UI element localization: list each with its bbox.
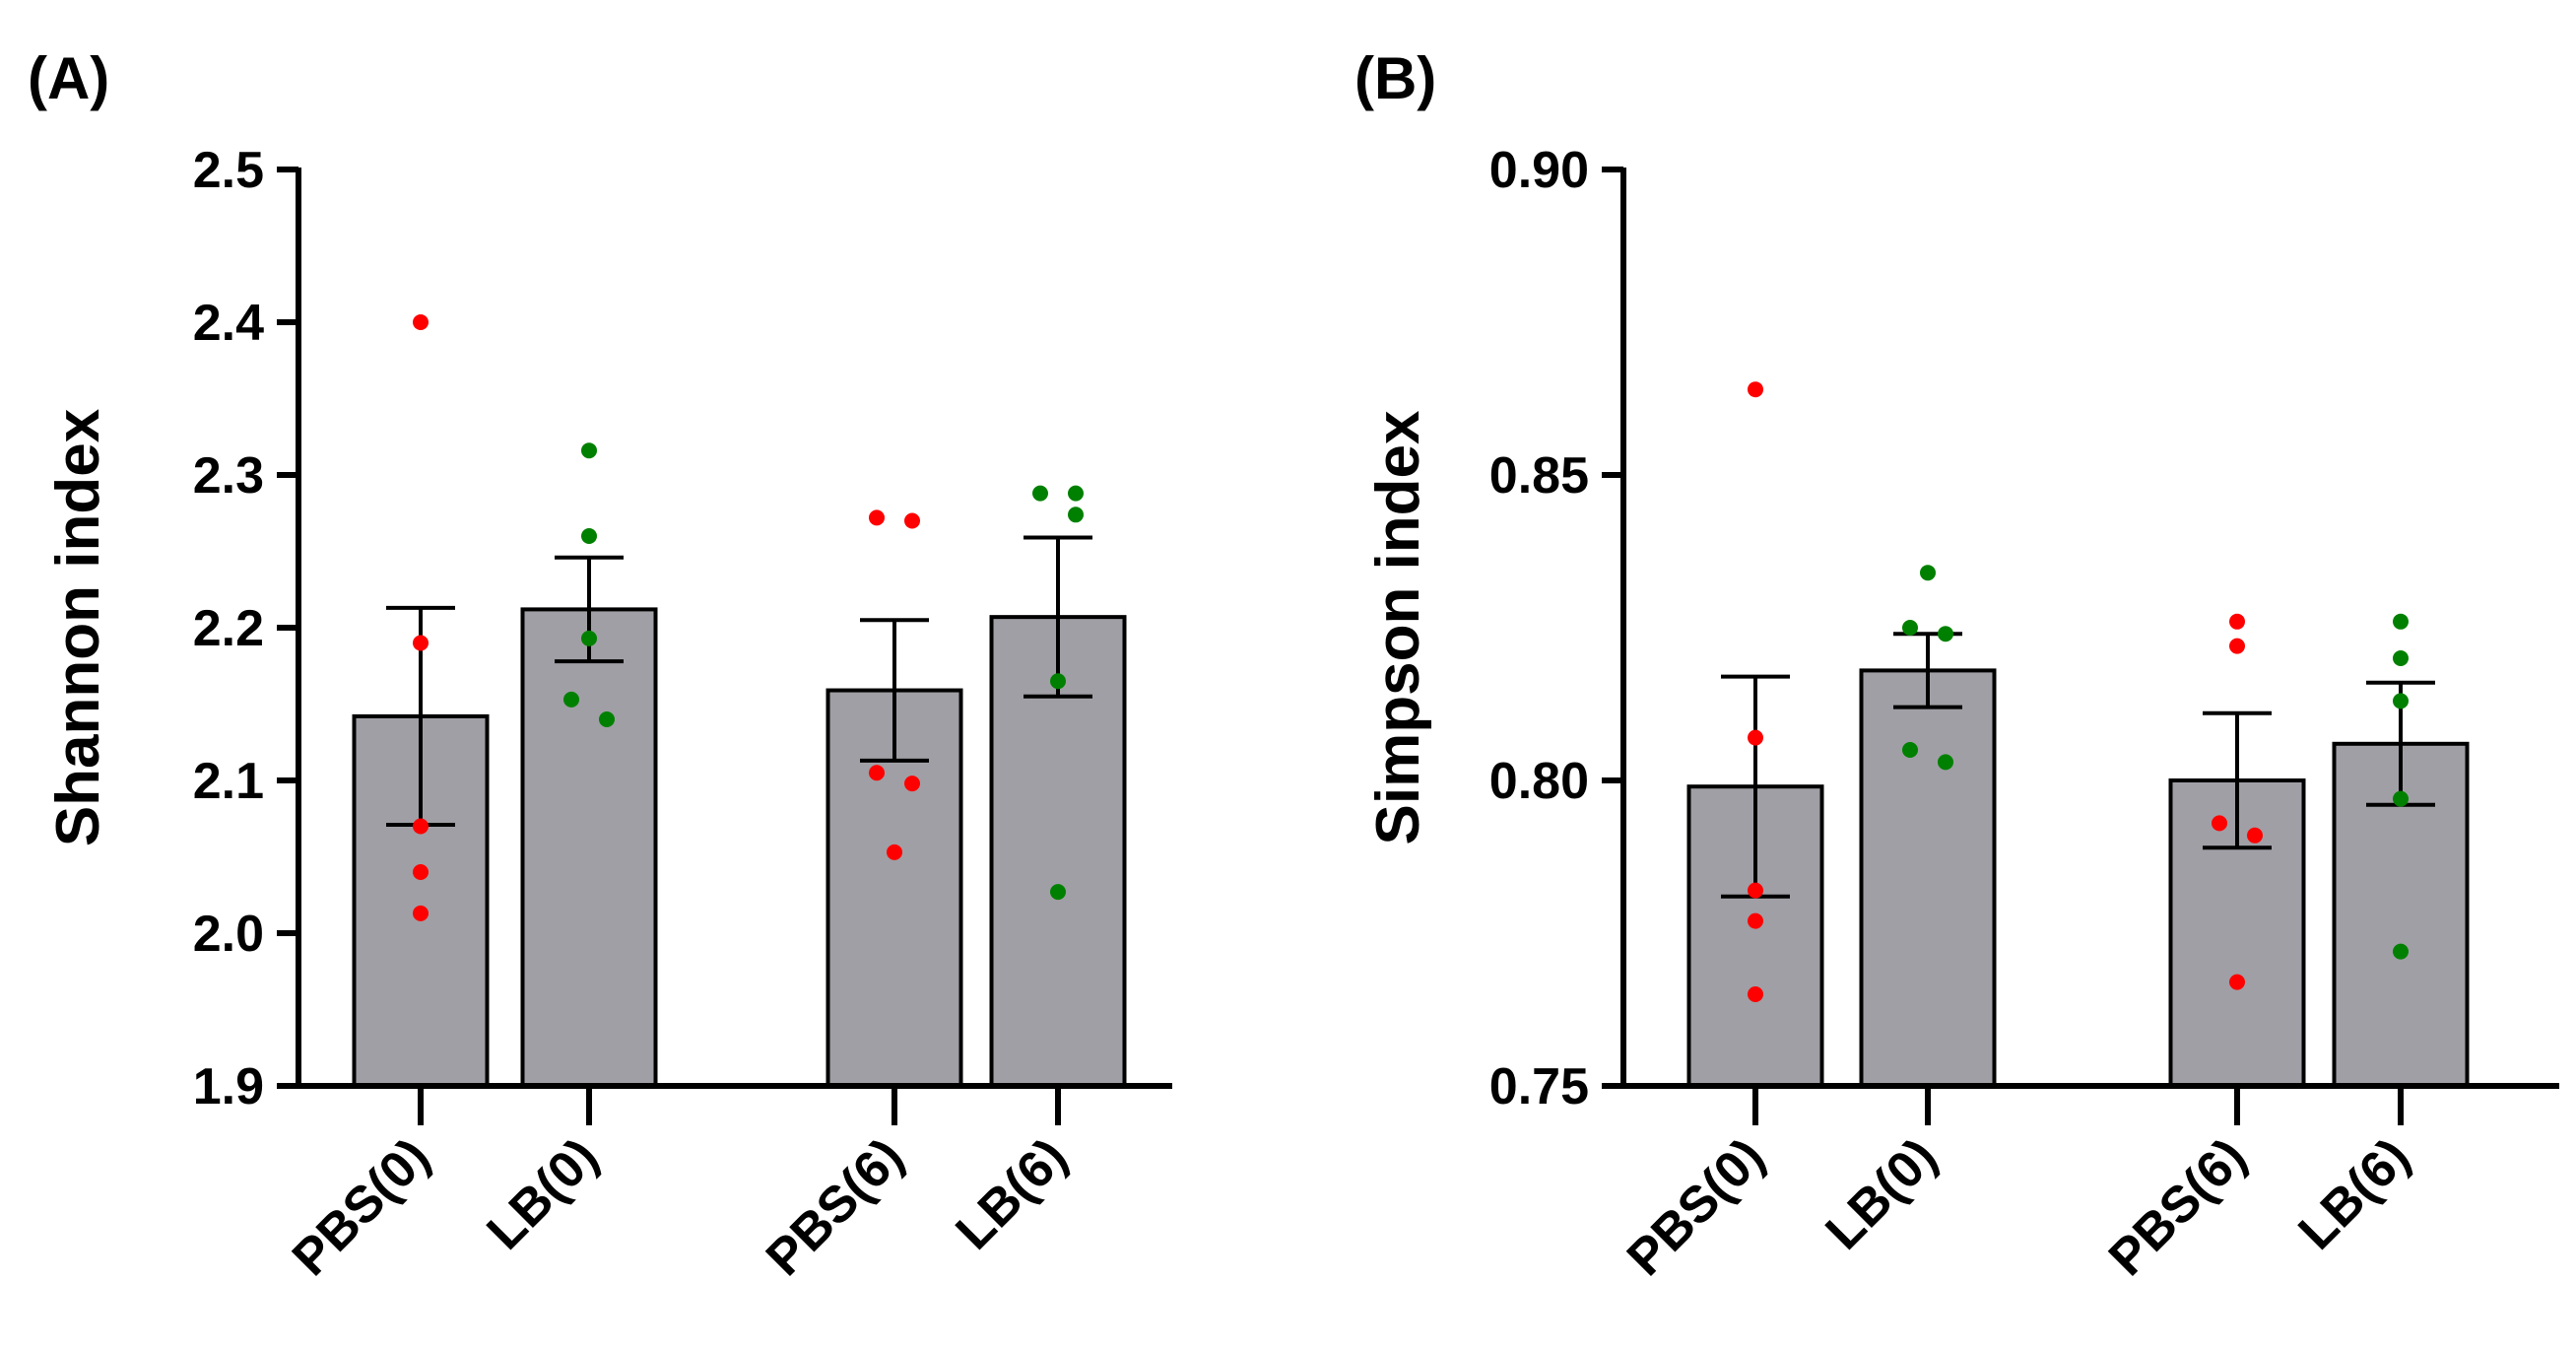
data-point: [904, 512, 920, 529]
data-point: [1068, 485, 1084, 502]
data-point: [1938, 626, 1953, 642]
chart-panel-a: (A) Shannon index 1.9 2.0 2.1 2.2 2.3 2.4 2.5 PBS…: [28, 45, 1172, 1287]
panel-label: (A): [28, 45, 109, 111]
data-point: [1050, 884, 1066, 901]
y-tick-label: 1.9: [193, 1058, 264, 1115]
data-point: [2393, 693, 2409, 709]
data-point: [1068, 506, 1084, 523]
data-point: [2212, 815, 2227, 832]
y-tick-label: 0.75: [1489, 1058, 1589, 1115]
data-point: [869, 509, 885, 526]
data-point: [599, 711, 615, 727]
y-tick-label: 2.2: [193, 600, 264, 657]
data-point: [2393, 943, 2409, 960]
data-point: [1920, 565, 1936, 581]
y-tick-label: 2.3: [193, 447, 264, 505]
x-tick-label: LB(0): [1816, 1127, 1949, 1260]
chart-panel-b: (B) Simpson index 0.75 0.80 0.85 0.90 PBS(0) LB…: [1354, 45, 2559, 1287]
data-point: [2393, 613, 2409, 630]
x-tick-label: PBS(6): [2098, 1127, 2258, 1287]
data-point: [581, 442, 597, 459]
data-point: [563, 691, 579, 708]
data-point: [887, 844, 902, 860]
x-tick-label: LB(6): [2288, 1127, 2421, 1260]
panel-label: (B): [1354, 45, 1436, 111]
data-point: [581, 630, 597, 646]
y-tick-label: 0.85: [1489, 447, 1589, 505]
data-point: [1748, 381, 1763, 398]
data-point: [1032, 485, 1048, 502]
data-point: [413, 818, 429, 835]
data-point: [1748, 882, 1763, 899]
data-point: [1748, 729, 1763, 746]
data-point: [1050, 673, 1066, 690]
data-point: [581, 528, 597, 544]
y-tick-label: 0.80: [1489, 753, 1589, 810]
x-tick-label: LB(6): [946, 1127, 1079, 1260]
y-tick-label: 2.5: [193, 142, 264, 199]
bar: [1859, 668, 1997, 1089]
bar: [520, 607, 658, 1089]
data-point: [1902, 620, 1918, 636]
y-tick-label: 0.90: [1489, 142, 1589, 199]
data-point: [2229, 613, 2245, 630]
x-tick-label: PBS(0): [282, 1127, 441, 1287]
data-point: [2247, 827, 2263, 844]
data-point: [2229, 638, 2245, 654]
data-point: [413, 864, 429, 880]
data-point: [2229, 974, 2245, 990]
y-tick-label: 2.0: [193, 906, 264, 963]
y-axis-label: Shannon index: [44, 408, 112, 846]
data-point: [904, 776, 920, 792]
data-point: [413, 905, 429, 921]
data-point: [1748, 986, 1763, 1002]
x-tick-label: PBS(0): [1617, 1127, 1776, 1287]
x-tick-label: PBS(6): [756, 1127, 915, 1287]
data-point: [869, 765, 885, 781]
y-tick-label: 2.4: [193, 295, 264, 352]
data-point: [413, 314, 429, 330]
x-tick-label: LB(0): [477, 1127, 610, 1260]
y-tick-label: 2.1: [193, 753, 264, 810]
data-point: [1938, 754, 1953, 771]
data-point: [1902, 742, 1918, 758]
y-axis-label: Simpson index: [1364, 410, 1432, 844]
data-point: [1748, 912, 1763, 929]
data-point: [413, 635, 429, 651]
data-point: [2393, 790, 2409, 807]
data-point: [2393, 650, 2409, 666]
